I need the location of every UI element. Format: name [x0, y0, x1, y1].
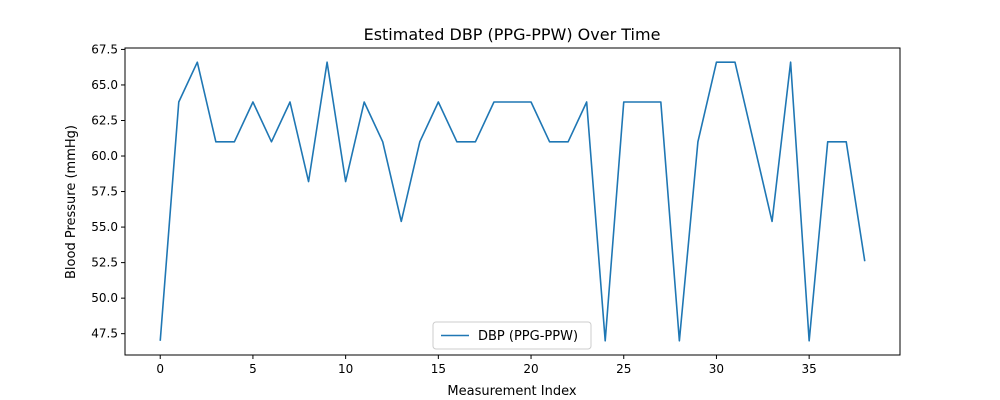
y-tick-label: 50.0	[91, 291, 118, 305]
plot-area	[124, 47, 901, 356]
x-tick-label: 35	[802, 362, 817, 376]
x-axis-label: Measurement Index	[447, 384, 576, 399]
series-line-dbp	[159, 61, 866, 342]
legend-box	[432, 321, 592, 350]
y-tick-label: 65.0	[91, 78, 118, 92]
legend-label: DBP (PPG-PPW)	[478, 329, 578, 344]
y-tick-label: 47.5	[91, 327, 118, 341]
y-tick-label: 67.5	[91, 42, 118, 56]
x-tick-label: 10	[338, 362, 353, 376]
y-tick-label: 57.5	[91, 185, 118, 199]
y-tick-label: 60.0	[91, 149, 118, 163]
y-tick-label: 55.0	[91, 220, 118, 234]
x-tick-label: 25	[616, 362, 631, 376]
y-axis-ticks: 47.5 50.0 52.5 55.0 57.5 60.0 62.5 65.0 67.5	[91, 42, 125, 341]
y-tick-label: 62.5	[91, 113, 118, 127]
y-tick-label: 52.5	[91, 256, 118, 270]
x-tick-label: 20	[523, 362, 538, 376]
chart-title: Estimated DBP (PPG-PPW) Over Time	[364, 25, 661, 44]
x-tick-label: 5	[249, 362, 257, 376]
y-axis-label: Blood Pressure (mmHg)	[64, 125, 79, 279]
x-tick-label: 15	[431, 362, 446, 376]
x-axis-ticks: 0 5 10 15 20 25 30 35	[156, 355, 817, 376]
x-tick-label: 0	[156, 362, 164, 376]
legend: DBP (PPG-PPW)	[432, 321, 592, 350]
x-tick-label: 30	[709, 362, 724, 376]
